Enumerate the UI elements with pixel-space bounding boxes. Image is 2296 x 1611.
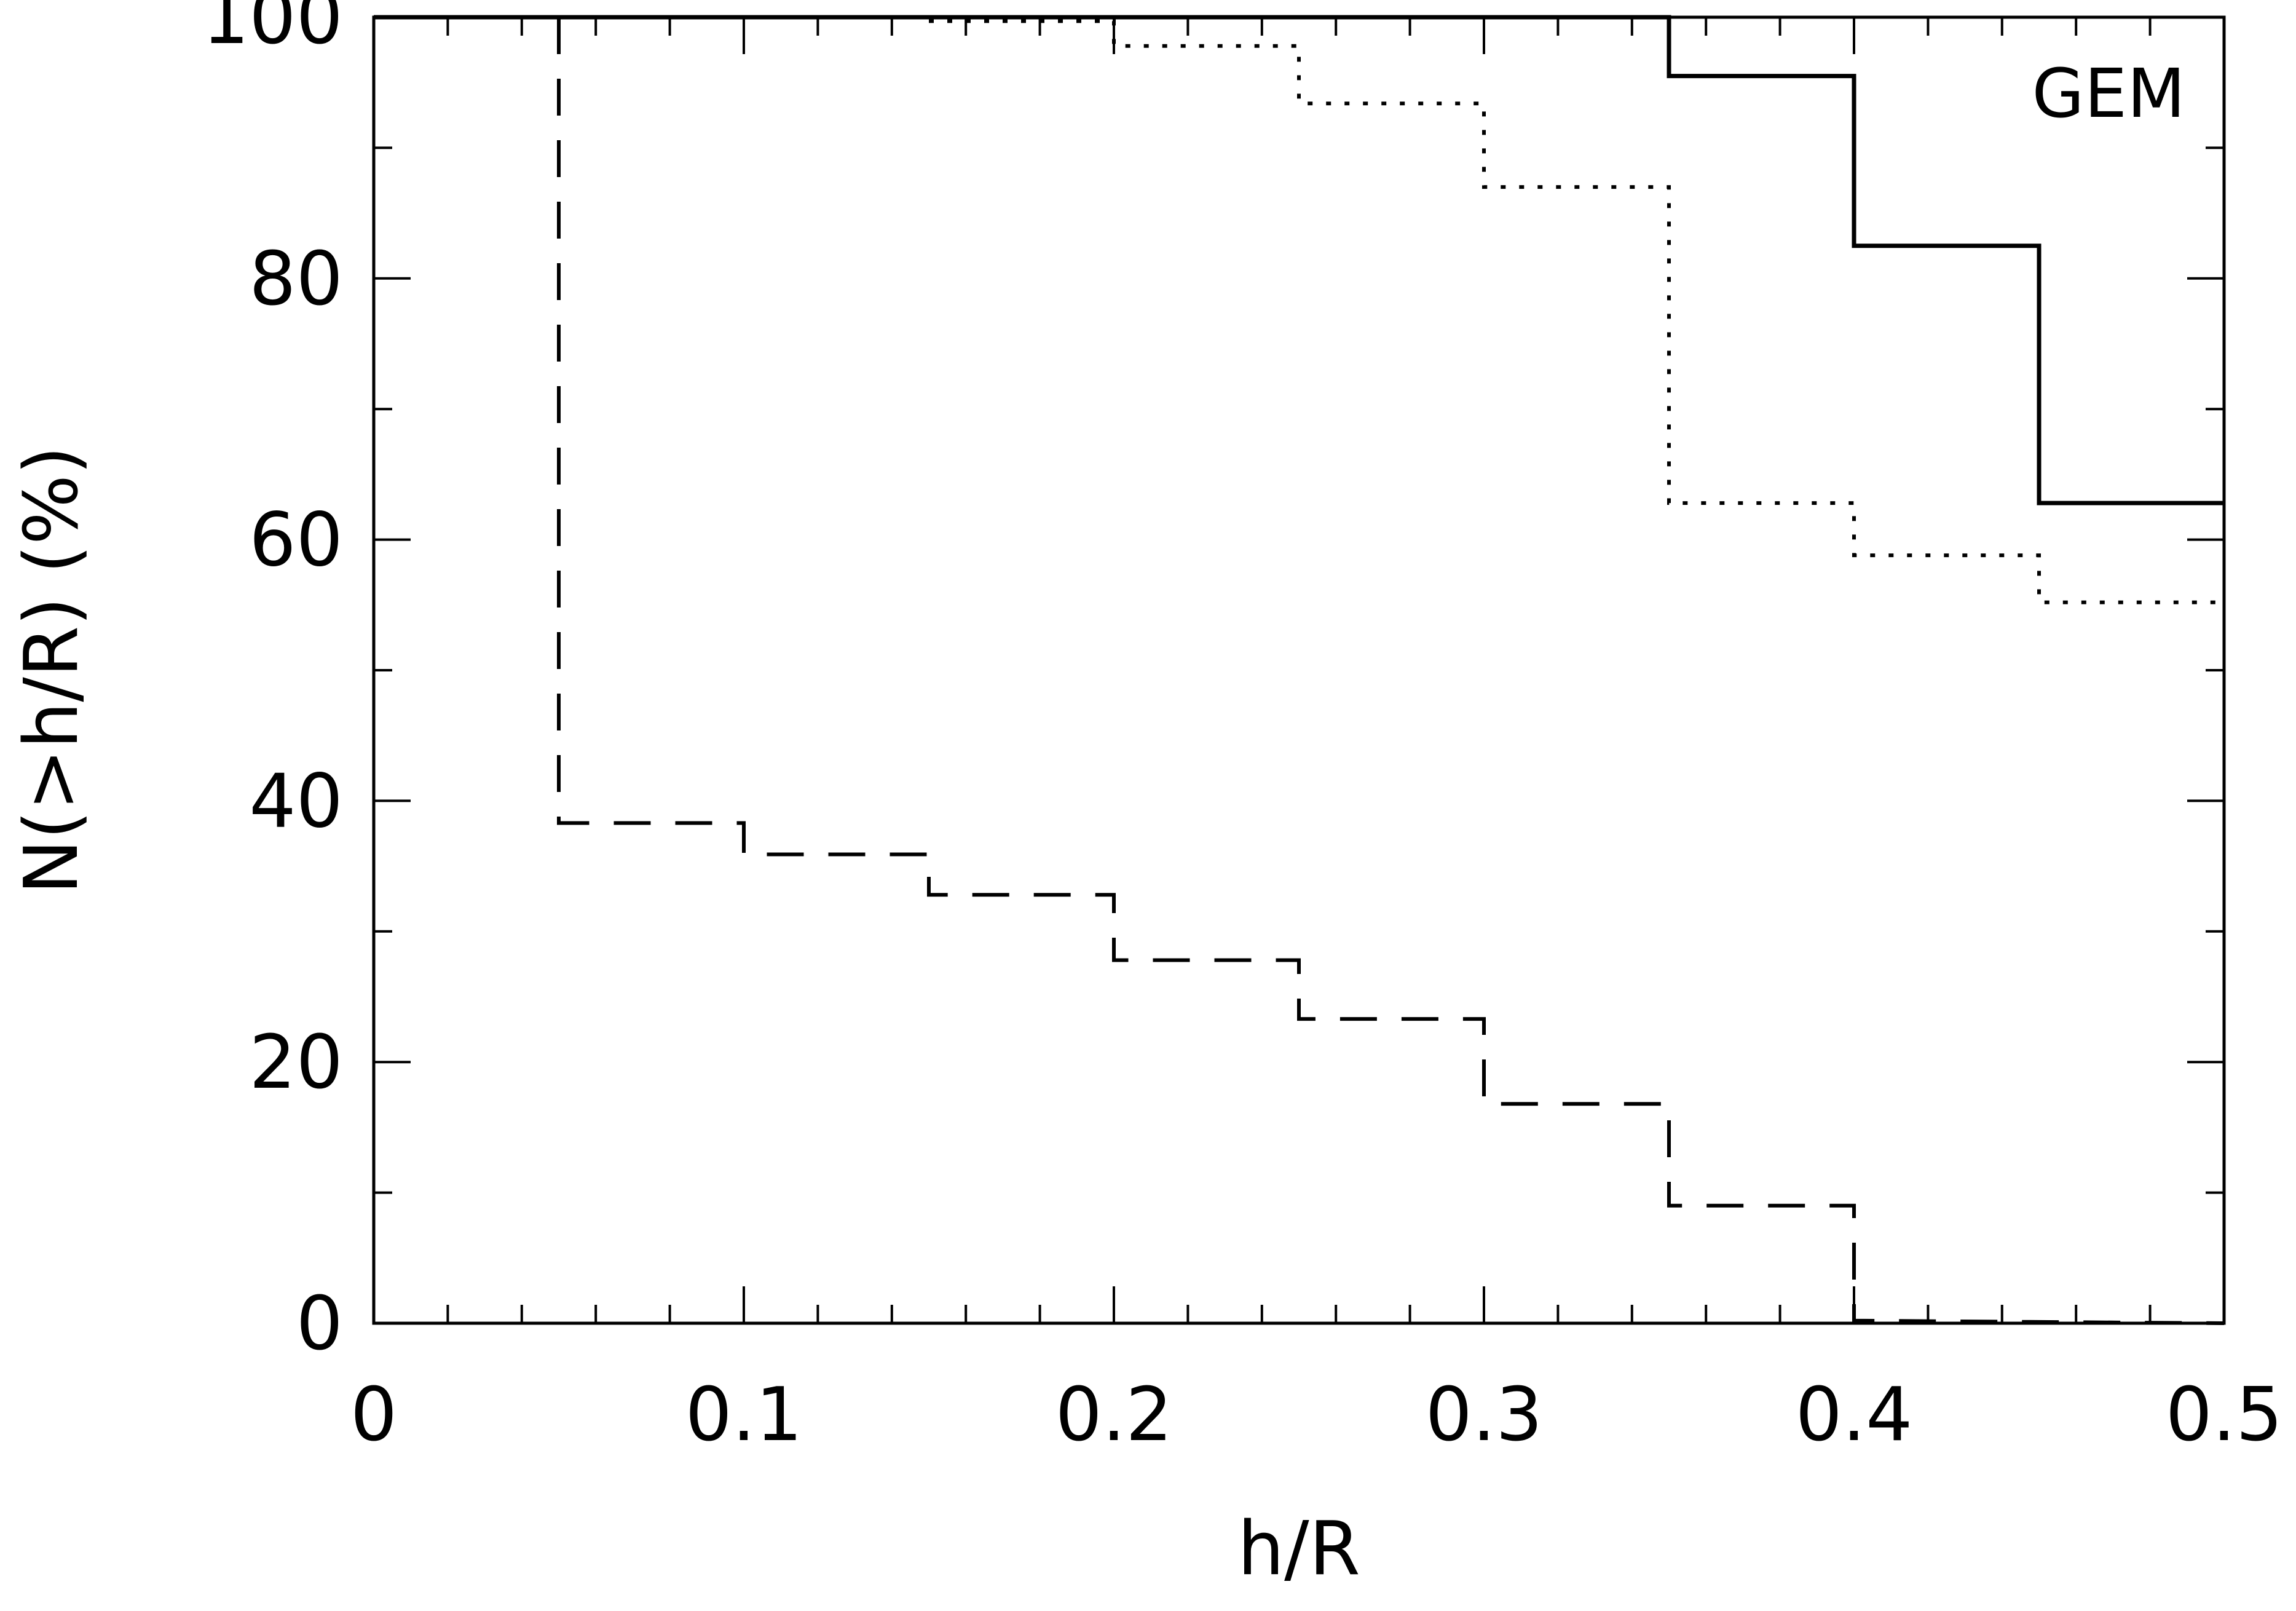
- series-line-solid: [374, 15, 2224, 505]
- y-tick-label: 40: [249, 759, 343, 844]
- series-line-dashed: [557, 17, 2225, 1325]
- x-tick-label: 0.5: [2166, 1372, 2283, 1458]
- annotation-gem: GEM: [2032, 54, 2185, 133]
- y-axis-label: N(>h/R) (%): [9, 446, 95, 895]
- series-layer: [374, 15, 2225, 1325]
- plot-frame: [372, 15, 2226, 1325]
- ticks-layer: [373, 16, 2225, 1324]
- y-tick-label: 20: [249, 1020, 343, 1106]
- x-tick-label: 0: [350, 1372, 397, 1458]
- x-tick-label: 0.2: [1055, 1372, 1173, 1458]
- y-tick-label: 100: [202, 0, 343, 61]
- x-tick-label: 0.4: [1796, 1372, 1913, 1458]
- x-axis-label: h/R: [1237, 1506, 1360, 1592]
- y-tick-label: 60: [249, 498, 343, 584]
- x-tick-label: 0.1: [685, 1372, 803, 1458]
- y-tick-label: 80: [249, 237, 343, 322]
- labels-layer: 0 0.1 0.2 0.3 0.4 0.5 0 20 40 60 80 100: [202, 0, 2282, 1458]
- x-tick-label: 0.3: [1426, 1372, 1543, 1458]
- series-line-dotted: [929, 19, 2224, 604]
- y-tick-label: 0: [296, 1281, 343, 1367]
